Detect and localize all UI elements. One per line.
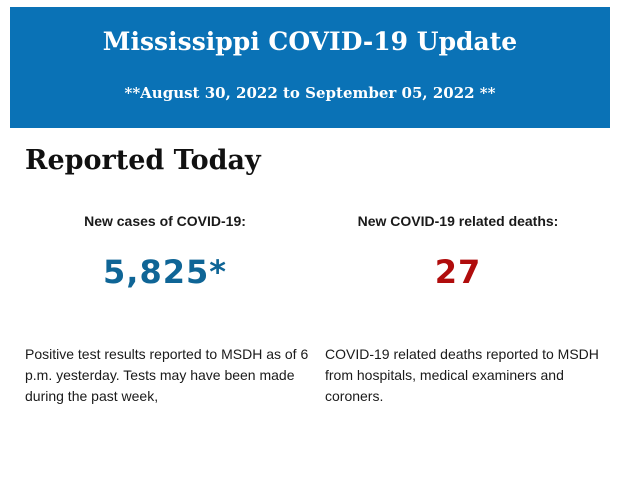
new-cases-value: 5,825* — [103, 253, 227, 291]
new-deaths-label: New COVID-19 related deaths: — [357, 213, 559, 229]
section-title: Reported Today — [25, 145, 261, 176]
new-deaths-description: COVID-19 related deaths reported to MSDH… — [325, 346, 599, 404]
new-cases-description: Positive test results reported to MSDH a… — [25, 346, 309, 404]
date-range: **August 30, 2022 to September 05, 2022 … — [124, 84, 496, 102]
page-title: Mississippi COVID-19 Update — [102, 27, 518, 56]
new-deaths-stat: New COVID-19 related deaths: 27 — [318, 212, 598, 292]
header-banner: Mississippi COVID-19 Update **August 30,… — [10, 7, 610, 128]
new-deaths-value: 27 — [434, 253, 482, 291]
new-cases-stat: New cases of COVID-19: 5,825* — [25, 212, 305, 292]
new-cases-label: New cases of COVID-19: — [84, 213, 246, 229]
